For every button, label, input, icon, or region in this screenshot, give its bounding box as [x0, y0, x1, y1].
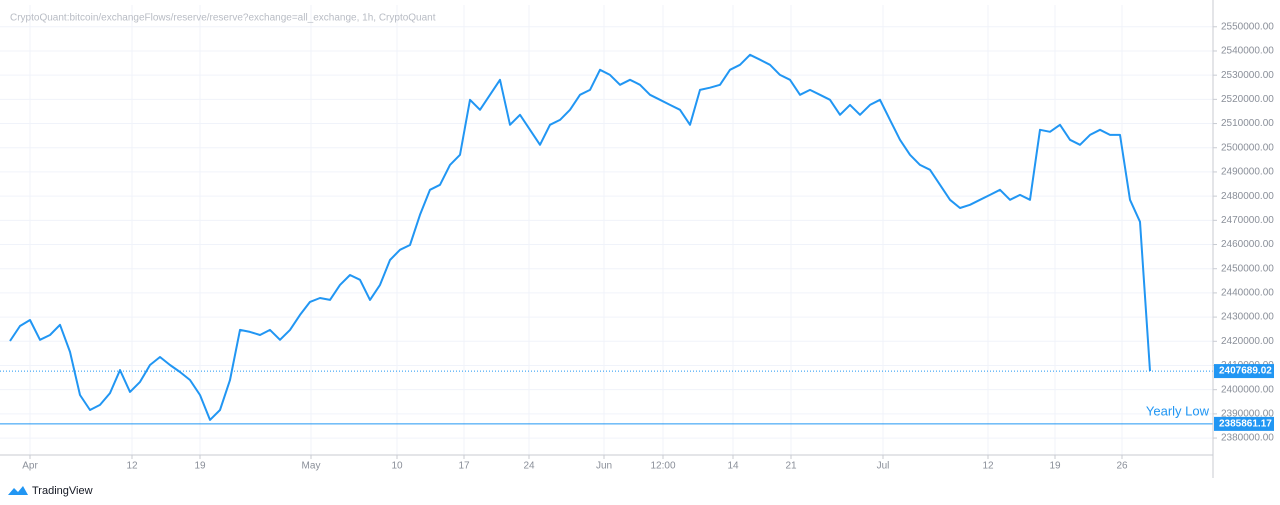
chart-title: CryptoQuant:bitcoin/exchangeFlows/reserv…: [10, 13, 436, 24]
price-tag: [1214, 416, 1274, 431]
y-tick-label: 2550000.00: [1221, 21, 1274, 32]
brand-logo: TradingView: [8, 485, 93, 497]
logo-icon: [8, 486, 28, 495]
x-tick-label: 21: [785, 461, 797, 472]
y-tick-label: 2380000.00: [1221, 433, 1274, 444]
y-tick-label: 2400000.00: [1221, 384, 1274, 395]
price-line-label: Yearly Low: [1146, 403, 1210, 418]
y-tick-label: 2470000.00: [1221, 215, 1274, 226]
x-tick-label: Jun: [596, 461, 612, 472]
x-tick-label: 14: [727, 461, 739, 472]
plot: [0, 53, 1213, 425]
y-tick-label: 2500000.00: [1221, 142, 1274, 153]
x-tick-label: 19: [1049, 461, 1061, 472]
y-tick-label: 2510000.00: [1221, 118, 1274, 129]
y-tick-label: 2450000.00: [1221, 263, 1274, 274]
y-tick-label: 2520000.00: [1221, 94, 1274, 105]
x-tick-label: 10: [391, 461, 403, 472]
y-tick-label: 2540000.00: [1221, 46, 1274, 57]
y-tick-label: 2490000.00: [1221, 167, 1274, 178]
labels: 2380000.002390000.002400000.002410000.00…: [22, 21, 1274, 471]
y-tick-label: 2460000.00: [1221, 239, 1274, 250]
x-tick-label: Jul: [877, 461, 890, 472]
y-tick-label: 2430000.00: [1221, 312, 1274, 323]
x-tick-label: 12:00: [650, 461, 675, 472]
price-tag-label: 2385861.17: [1219, 419, 1272, 430]
price-tag: [1214, 364, 1274, 379]
x-tick-label: 26: [1116, 461, 1128, 472]
y-tick-label: 2390000.00: [1221, 409, 1274, 420]
brand-text: TradingView: [32, 485, 93, 497]
data-line: [9, 53, 1151, 421]
y-tick-label: 2480000.00: [1221, 191, 1274, 202]
x-tick-label: 17: [458, 461, 470, 472]
x-tick-label: 12: [126, 461, 138, 472]
grid: [0, 5, 1217, 459]
x-tick-label: 12: [982, 461, 994, 472]
y-tick-label: 2420000.00: [1221, 336, 1274, 347]
x-tick-label: 24: [523, 461, 535, 472]
price-tag-label: 2407689.02: [1219, 366, 1272, 377]
x-tick-label: 19: [194, 461, 206, 472]
y-tick-label: 2530000.00: [1221, 70, 1274, 81]
y-tick-label: 2440000.00: [1221, 288, 1274, 299]
x-tick-label: Apr: [22, 461, 38, 472]
x-tick-label: May: [302, 461, 321, 472]
